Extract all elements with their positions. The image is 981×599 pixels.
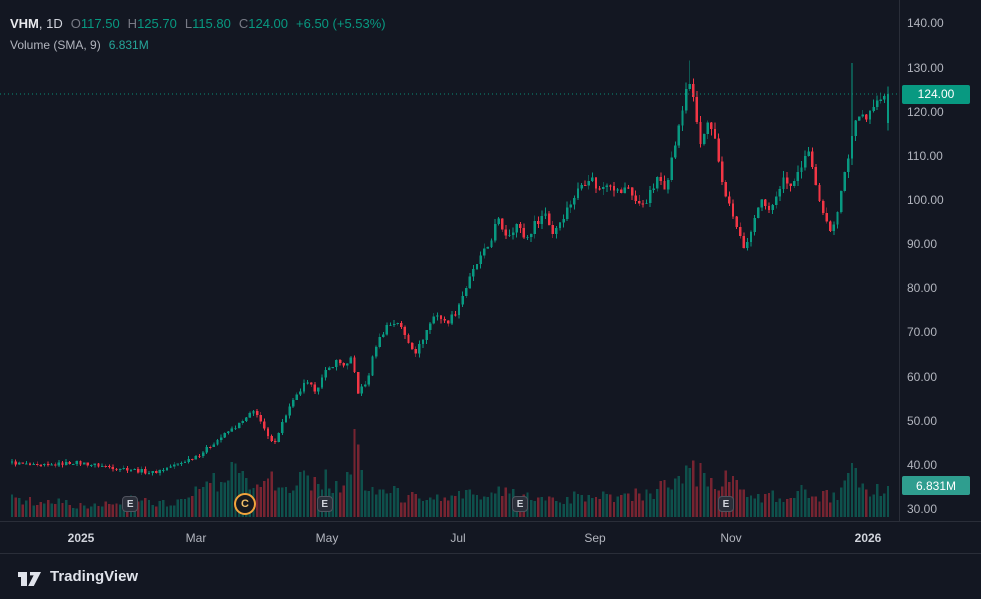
ohlc-close-label: C	[238, 16, 249, 31]
last-price-badge: 124.00	[902, 84, 970, 104]
price-tick-label: 50.00	[907, 413, 938, 428]
ohlc-low-value: 115.80	[192, 16, 231, 31]
tradingview-logo-icon[interactable]	[16, 565, 42, 589]
time-axis-label: Jul	[450, 531, 466, 545]
change-label: +6.50 (+5.53%)	[296, 16, 386, 31]
earnings-marker[interactable]: E	[717, 496, 734, 512]
ohlc-high: H125.70	[128, 16, 177, 31]
ohlc-open: O117.50	[71, 16, 120, 31]
ohlc-open-value: 117.50	[80, 16, 120, 31]
time-axis-label: May	[315, 531, 339, 545]
tradingview-brand[interactable]: TradingView	[50, 568, 139, 585]
ohlc-close: C124.00	[239, 16, 288, 31]
ohlc-open-label: O	[70, 16, 81, 31]
volume-value-badge: 6.831M	[902, 476, 970, 496]
chart-area[interactable]: VHM, 1D O117.50 H125.70 L115.80 C124.00 +6.50…	[0, 0, 899, 521]
time-axis-label: 2026	[854, 531, 882, 545]
price-tick-label: 90.00	[907, 237, 938, 252]
price-tick-label: 30.00	[907, 501, 938, 516]
footer-toolbar: TradingView	[0, 553, 981, 599]
ohlc-low-label: L	[184, 16, 193, 31]
candlestick-volume-chart[interactable]	[0, 0, 899, 521]
candles-layer	[10, 60, 890, 476]
earnings-marker[interactable]: E	[122, 496, 139, 512]
symbol-ohlc-row: VHM, 1D O117.50 H125.70 L115.80 C124.00 +6.50…	[10, 16, 386, 31]
price-tick-label: 140.00	[907, 16, 944, 31]
ohlc-high-value: 125.70	[137, 16, 177, 31]
indicator-row: Volume (SMA, 9) 6.831M	[10, 38, 386, 52]
event-marker-c[interactable]: C	[234, 493, 257, 515]
symbol-separator: ,	[38, 16, 47, 31]
time-axis-label: Mar	[185, 531, 207, 545]
price-tick-label: 40.00	[907, 457, 938, 472]
symbol-title[interactable]: VHM	[10, 16, 39, 31]
time-axis-label: 2025	[67, 531, 95, 545]
timeframe-button[interactable]: 1D	[46, 16, 63, 31]
time-axis-label: Sep	[584, 531, 606, 545]
time-axis-label: Nov	[720, 531, 742, 545]
earnings-marker[interactable]: E	[316, 496, 333, 512]
ohlc-high-label: H	[127, 16, 138, 31]
price-tick-label: 70.00	[907, 325, 938, 340]
price-tick-label: 100.00	[907, 193, 944, 207]
volume-layer	[10, 429, 890, 517]
time-axis[interactable]: 2025 Mar May Jul Sep Nov 2026	[0, 521, 981, 554]
earnings-marker[interactable]: E	[512, 496, 529, 512]
price-axis[interactable]: 140.00 130.00 120.00 110.00 100.00 90.00 80.00…	[899, 0, 981, 521]
indicator-value: 6.831M	[108, 38, 149, 52]
price-tick-label: 120.00	[907, 104, 944, 119]
price-tick-label: 130.00	[907, 60, 944, 75]
price-tick-label: 60.00	[907, 369, 938, 384]
ohlc-close-value: 124.00	[248, 16, 289, 31]
indicator-name[interactable]: Volume (SMA, 9)	[10, 38, 101, 52]
price-tick-label: 110.00	[907, 148, 943, 163]
chart-legend: VHM, 1D O117.50 H125.70 L115.80 C124.00 +6.50…	[10, 16, 386, 52]
ohlc-low: L115.80	[185, 16, 231, 31]
price-tick-label: 80.00	[907, 281, 938, 296]
